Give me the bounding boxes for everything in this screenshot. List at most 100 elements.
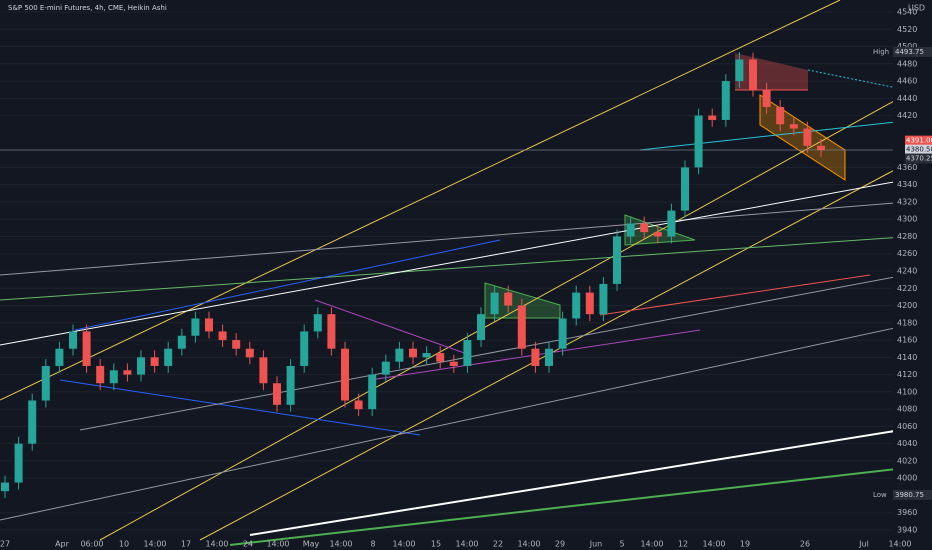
axes: 3940 3960 4000 4020 4040 4060 4080 4100 4120 4140… <box>0 8 932 549</box>
y-tick-label: 4120 <box>897 370 917 379</box>
y-tick-label: 4140 <box>897 353 917 362</box>
trend-line <box>249 424 932 536</box>
y-tick-label: 4260 <box>897 249 917 258</box>
candle-body <box>749 59 757 90</box>
triangle <box>484 282 561 319</box>
candle-body <box>368 374 377 410</box>
y-tick-label: 4080 <box>897 405 917 414</box>
y-tick-label: 3940 <box>897 526 917 535</box>
candle-body <box>708 115 717 120</box>
candle-body <box>721 81 730 120</box>
y-tick-label: 4500 <box>897 42 917 51</box>
badge-value: 4370.25 <box>906 155 932 163</box>
x-tick-label: 14:00 <box>143 540 166 549</box>
candle-body <box>789 124 798 129</box>
trend-line <box>599 274 871 316</box>
x-tick-label: 8 <box>370 540 375 549</box>
candle-body <box>599 283 608 315</box>
candle-body <box>1 482 9 492</box>
candle-body <box>14 443 23 483</box>
y-tick-label: 4460 <box>897 77 917 86</box>
trend-line <box>0 0 841 401</box>
candle-body <box>558 318 567 349</box>
x-tick-label: 12 <box>678 540 688 549</box>
x-tick-label: 06:00 <box>80 540 103 549</box>
candle-body <box>218 331 227 341</box>
candle-body <box>177 335 186 349</box>
y-tick-label: 4520 <box>897 25 917 34</box>
x-tick-label: 5 <box>619 540 624 549</box>
x-tick-label: 17 <box>181 540 191 549</box>
y-tick-label: 4100 <box>897 387 917 396</box>
candle-body <box>422 353 431 358</box>
price-badge <box>905 153 932 164</box>
y-tick-label: 4340 <box>897 180 917 189</box>
y-tick-label: 4280 <box>897 232 917 241</box>
price-badge <box>893 46 932 57</box>
candle-body <box>150 357 159 366</box>
candle-body <box>585 292 594 315</box>
x-tick-label: 24 <box>243 540 253 549</box>
candle-body <box>137 357 145 375</box>
badge-name: High <box>873 48 889 56</box>
trend-line <box>74 239 501 331</box>
candle-body <box>313 314 322 332</box>
price-badge <box>905 135 932 146</box>
chart-title: S&P 500 E-mini Futures, 4h, CME, Heikin … <box>8 4 167 12</box>
trend-line <box>314 299 471 356</box>
badge-value: 4493.75 <box>895 48 924 56</box>
x-tick-label: 14:00 <box>205 540 228 549</box>
x-tick-label: 14:00 <box>266 540 289 549</box>
candle-body <box>82 331 91 366</box>
candle-body <box>613 236 621 284</box>
x-tick-label: 14:00 <box>640 540 663 549</box>
candle-body <box>232 340 241 349</box>
x-tick-label: Apr <box>55 540 70 549</box>
y-tick-label: 4200 <box>897 301 917 310</box>
trend-line <box>99 79 932 541</box>
candle-body <box>735 59 744 82</box>
trend-line <box>0 199 932 276</box>
x-tick-label: 14:00 <box>329 540 352 549</box>
y-tick-label: 4540 <box>897 8 917 17</box>
trend-line <box>0 234 932 301</box>
x-tick-label: 27 <box>0 540 10 549</box>
price-axis <box>893 0 932 550</box>
candle-body <box>653 232 662 237</box>
x-tick-label: 26 <box>800 540 810 549</box>
y-tick-label: 4020 <box>897 456 917 465</box>
candle-body <box>449 361 458 366</box>
candle-body <box>463 340 472 366</box>
candle-body <box>273 383 281 405</box>
y-tick-label: 4040 <box>897 439 917 448</box>
trend-line <box>59 379 421 436</box>
price-badge <box>905 144 932 155</box>
candle-body <box>286 365 295 405</box>
x-tick-label: 14:00 <box>888 540 911 549</box>
y-tick-label: 4060 <box>897 422 917 431</box>
candle-body <box>409 348 417 358</box>
candle-body <box>477 314 485 341</box>
candle-body <box>164 348 173 366</box>
x-tick-label: 14:00 <box>517 540 540 549</box>
candle-body <box>436 353 445 362</box>
x-tick-label: 14:00 <box>392 540 415 549</box>
candle-body <box>41 365 50 401</box>
x-tick-label: 15 <box>431 540 441 549</box>
x-tick-label: Jul <box>858 540 869 549</box>
candle-body <box>504 292 513 306</box>
candle-body <box>517 305 526 349</box>
y-tick-label: 4420 <box>897 111 917 120</box>
currency: USD <box>908 4 925 13</box>
trend-line <box>229 464 932 546</box>
x-tick-label: 22 <box>493 540 503 549</box>
candle-body <box>109 370 118 384</box>
candle-body <box>55 348 64 366</box>
candle-body <box>531 348 540 366</box>
badge-name: Low <box>873 491 887 499</box>
candle-body <box>626 223 635 237</box>
y-tick-label: 4300 <box>897 215 917 224</box>
candle-body <box>681 167 689 211</box>
